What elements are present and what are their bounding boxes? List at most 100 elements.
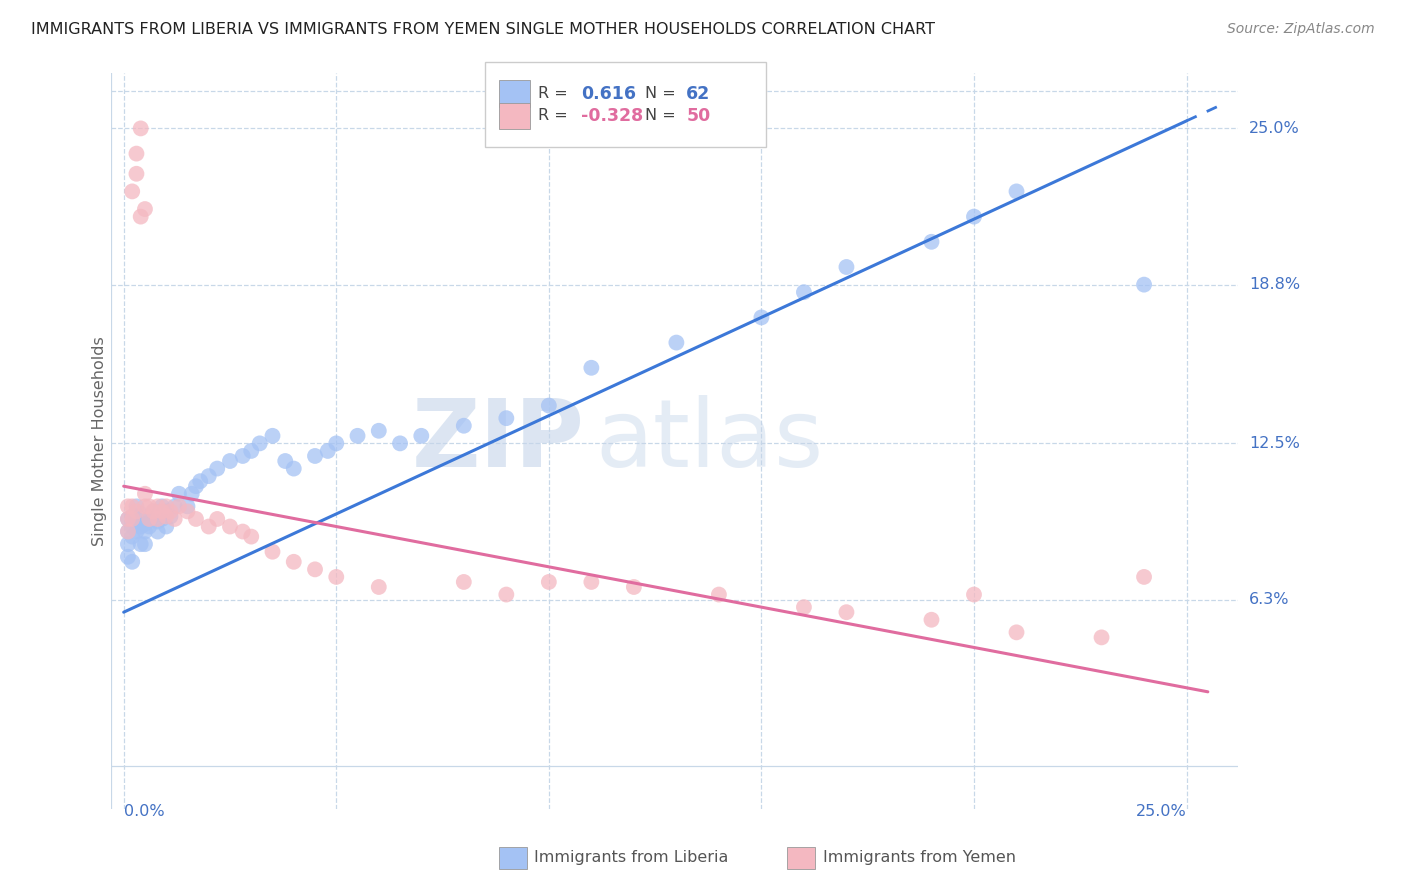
Point [262,545,284,559]
Point [232,449,254,463]
Point [125,500,148,514]
Point [274,454,297,468]
Point [325,436,347,450]
Point [665,335,688,350]
Text: R =: R = [538,109,574,123]
Point [197,469,219,483]
Point [146,524,169,539]
Point [921,235,943,249]
Point [262,429,284,443]
Point [283,461,305,475]
Point [150,500,173,514]
Point [155,509,177,524]
Point [835,605,858,619]
Point [167,487,190,501]
Point [142,504,165,518]
Point [581,360,603,375]
Point [1133,277,1156,292]
Point [121,509,143,524]
Text: R =: R = [538,87,574,101]
Point [117,537,139,551]
Point [581,574,603,589]
Point [146,515,169,529]
Point [304,562,326,576]
Point [176,500,198,514]
Point [121,512,143,526]
Point [150,512,173,526]
Point [134,516,156,531]
Point [240,530,263,544]
Point [453,574,475,589]
Point [304,449,326,463]
Point [138,500,160,514]
Text: 12.5%: 12.5% [1249,436,1299,450]
Point [623,580,645,594]
Point [138,512,160,526]
Point [142,509,165,524]
Point [117,512,139,526]
Text: N =: N = [645,109,682,123]
Point [184,512,207,526]
Point [117,549,139,564]
Point [117,524,139,539]
Point [176,504,198,518]
Point [125,146,148,161]
Point [121,500,143,514]
Point [495,411,517,425]
Point [751,310,773,325]
Point [219,519,242,533]
Point [134,202,156,216]
Text: 6.3%: 6.3% [1249,592,1289,607]
Point [219,454,242,468]
Point [155,504,177,518]
Point [134,500,156,514]
Point [411,429,433,443]
Point [138,512,160,526]
Text: -0.328: -0.328 [581,107,643,125]
Text: atlas: atlas [595,395,824,487]
Point [283,555,305,569]
Point [125,167,148,181]
Point [495,588,517,602]
Point [1005,625,1028,640]
Text: Immigrants from Liberia: Immigrants from Liberia [534,850,728,864]
Point [367,580,389,594]
Point [835,260,858,274]
Point [963,210,986,224]
Point [207,461,229,475]
Point [125,524,148,539]
Point [249,436,271,450]
Point [125,512,148,526]
Text: 25.0%: 25.0% [1136,804,1187,819]
Point [1133,570,1156,584]
Point [793,285,815,300]
Point [1090,631,1112,645]
Point [142,504,165,518]
Text: 18.8%: 18.8% [1249,277,1301,293]
Point [346,429,368,443]
Point [163,512,186,526]
Point [150,504,173,518]
Point [921,613,943,627]
Point [155,519,177,533]
Point [134,524,156,539]
Point [129,519,152,533]
Point [1005,185,1028,199]
Point [232,524,254,539]
Point [707,588,730,602]
Text: IMMIGRANTS FROM LIBERIA VS IMMIGRANTS FROM YEMEN SINGLE MOTHER HOUSEHOLDS CORREL: IMMIGRANTS FROM LIBERIA VS IMMIGRANTS FR… [31,22,935,37]
Point [389,436,412,450]
Text: Source: ZipAtlas.com: Source: ZipAtlas.com [1227,22,1375,37]
Point [129,121,152,136]
Point [197,519,219,533]
Point [163,500,186,514]
Text: N =: N = [645,87,682,101]
Point [367,424,389,438]
Point [117,512,139,526]
Point [537,574,560,589]
Text: Immigrants from Yemen: Immigrants from Yemen [823,850,1015,864]
Point [134,487,156,501]
Point [240,444,263,458]
Point [537,399,560,413]
Point [129,507,152,521]
